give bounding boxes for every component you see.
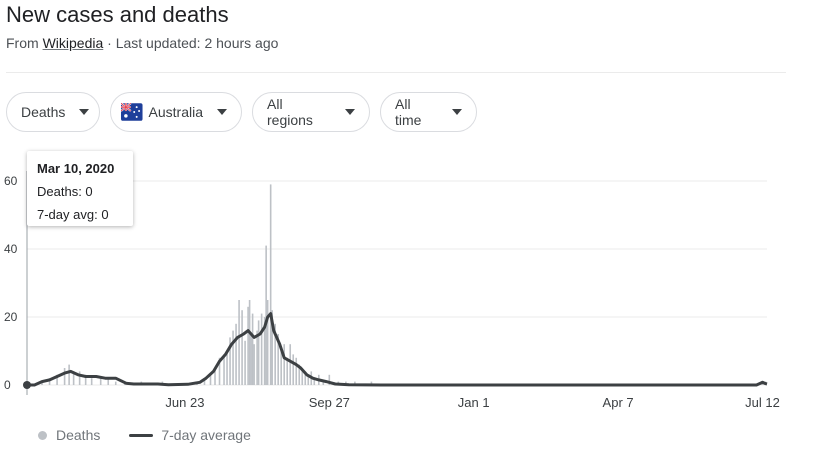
deaths-bar [260, 313, 263, 385]
deaths-bar [218, 357, 221, 385]
deaths-bar [84, 374, 87, 385]
country-dropdown[interactable]: Australia [110, 92, 242, 132]
y-tick-label: 40 [4, 242, 18, 256]
deaths-bar [280, 351, 282, 385]
y-tick-label: 20 [4, 310, 18, 324]
metric-dropdown-label: Deaths [21, 104, 66, 120]
deaths-bar [244, 340, 246, 385]
chevron-down-icon [217, 109, 227, 115]
deaths-bar [370, 381, 373, 385]
chevron-down-icon [79, 109, 90, 115]
deaths-bar [295, 357, 298, 385]
australia-flag-icon [121, 102, 143, 121]
chevron-down-icon [345, 109, 355, 115]
y-axis-labels: 0 20 40 60 [4, 174, 18, 392]
deaths-bar [238, 300, 240, 385]
chart-legend: Deaths 7-day average [38, 427, 251, 443]
deaths-bar [214, 368, 216, 385]
tooltip-deaths: Deaths: 0 [37, 184, 93, 199]
deaths-bar [114, 381, 117, 385]
region-dropdown[interactable]: All regions [252, 92, 370, 132]
deaths-bar [292, 354, 295, 385]
country-dropdown-label: Australia [148, 104, 203, 120]
deaths-bar [68, 364, 70, 385]
deaths-bar [247, 306, 249, 385]
page-title: New cases and deaths [6, 2, 229, 27]
deaths-bar [107, 378, 110, 385]
deaths-bar [301, 368, 304, 385]
avg-line [27, 312, 768, 387]
deaths-bar [277, 334, 279, 385]
metric-dropdown[interactable]: Deaths [6, 92, 100, 132]
last-updated: · Last updated: 2 hours ago [107, 35, 279, 51]
x-tick-label: Jan 1 [458, 395, 490, 410]
deaths-bar [250, 334, 252, 385]
time-range-dropdown[interactable]: All time [380, 92, 477, 132]
divider [6, 72, 786, 73]
region-dropdown-label: All regions [267, 96, 313, 128]
deaths-bar [313, 378, 316, 385]
legend-average-swatch [129, 433, 154, 437]
deaths-bar [286, 357, 289, 385]
deaths-bar [248, 300, 251, 385]
deaths-bar [48, 378, 51, 385]
deaths-bar [289, 344, 292, 385]
y-tick-label: 60 [4, 174, 18, 188]
deaths-bar [235, 323, 237, 385]
deaths-bar [271, 310, 273, 385]
deaths-bar [90, 378, 93, 385]
chevron-down-icon [452, 109, 462, 115]
deaths-bar [241, 310, 243, 385]
deaths-bar [229, 337, 231, 385]
deaths-bar [41, 381, 43, 385]
deaths-bar [266, 300, 269, 385]
deaths-bar [63, 368, 66, 385]
deaths-bar [72, 371, 75, 385]
deaths-bar [283, 344, 285, 385]
chart-tooltip: Mar 10, 2020 Deaths: 0 7-day avg: 0 [27, 151, 133, 226]
deaths-bar [209, 374, 212, 385]
tooltip-avg: 7-day avg: 0 [37, 207, 109, 222]
x-tick-label: Jun 23 [165, 395, 204, 410]
deaths-bar [265, 245, 267, 385]
deaths-bar [251, 313, 254, 385]
deaths-bar [307, 374, 310, 385]
x-tick-label: Apr 7 [603, 395, 634, 410]
deaths-bar [226, 351, 228, 385]
time-range-dropdown-label: All time [395, 96, 422, 128]
deaths-bar [56, 374, 58, 385]
deaths-bar [253, 344, 255, 385]
x-tick-label: Jul 12 [745, 395, 780, 410]
deaths-bar [256, 330, 258, 385]
deaths-bar [203, 378, 206, 385]
x-tick-label: Sep 27 [309, 395, 350, 410]
y-tick-label: 0 [4, 378, 11, 392]
tooltip-date: Mar 10, 2020 [37, 161, 115, 176]
legend-deaths-swatch [38, 430, 47, 440]
deaths-bar [223, 354, 225, 385]
deaths-bar [78, 371, 81, 385]
wikipedia-link[interactable]: Wikipedia [42, 35, 104, 51]
deaths-bar [298, 364, 301, 385]
deaths-bar [263, 317, 266, 385]
deaths-bar [257, 320, 260, 385]
deaths-bar [274, 323, 276, 385]
deaths-bar [99, 378, 102, 385]
legend-deaths-label: Deaths [56, 427, 101, 443]
x-axis-labels: Jun 23 Sep 27 Jan 1 Apr 7 Jul 12 [165, 395, 779, 410]
chart-grid [27, 180, 767, 386]
deaths-bar [322, 381, 325, 385]
source-line: From Wikipedia · Last updated: 2 hours a… [6, 35, 278, 51]
deaths-bar [232, 330, 234, 385]
deaths-bar [328, 374, 331, 385]
hover-dot [23, 381, 31, 389]
deaths-bar [304, 371, 307, 385]
source-prefix: From [6, 35, 39, 51]
legend-average-label: 7-day average [161, 427, 251, 443]
deaths-bars [41, 184, 767, 385]
deaths-bar [269, 184, 272, 385]
